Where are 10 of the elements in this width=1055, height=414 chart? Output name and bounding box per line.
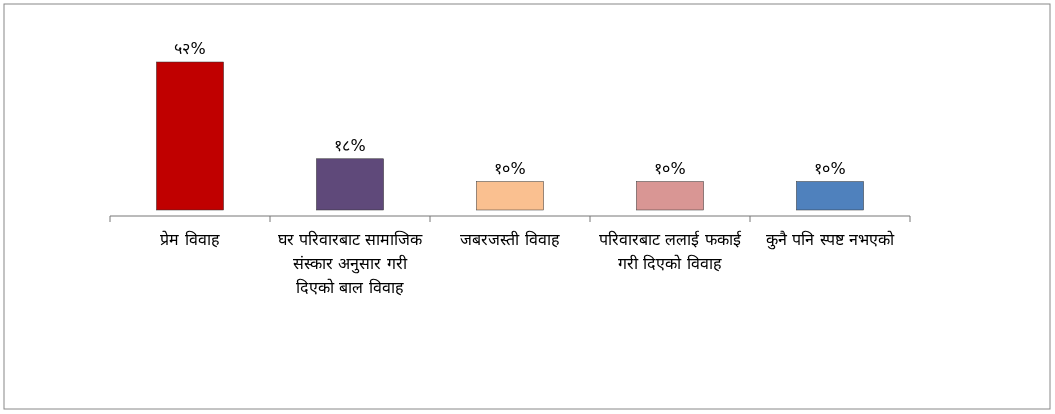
x-tick-label: घर परिवारबाट सामाजिक संस्कार अनुसार गरी दिएको बाल विवाह bbox=[276, 229, 424, 299]
data-label: १८% bbox=[334, 135, 366, 155]
x-tick-label: परिवारबाट ललाई फकाई गरी दिएको विवाह bbox=[598, 229, 742, 275]
data-label: १०% bbox=[494, 158, 526, 178]
data-label: ५२% bbox=[174, 39, 206, 58]
data-label: १०% bbox=[654, 158, 686, 178]
x-tick-label: कुनै पनि स्पष्ट नभएको bbox=[765, 229, 896, 252]
data-label: १०% bbox=[814, 158, 846, 178]
x-tick-label: जबरजस्ती विवाह bbox=[459, 229, 561, 251]
x-tick-label: प्रेम विवाह bbox=[159, 229, 221, 251]
